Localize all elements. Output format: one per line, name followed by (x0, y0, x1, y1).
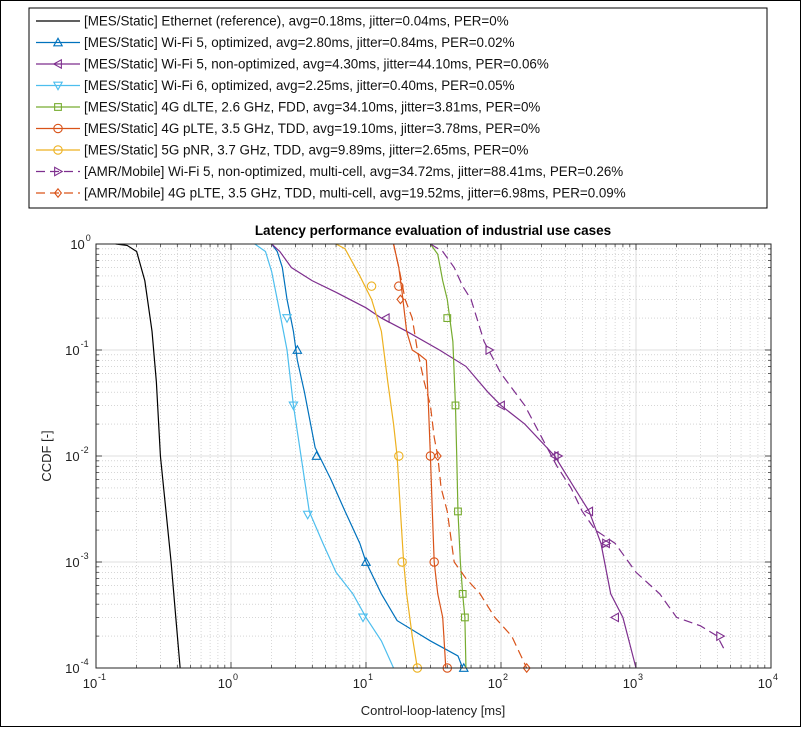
legend-entry: [MES/Static] 4G pLTE, 3.5 GHz, TDD, avg=… (36, 121, 540, 136)
x-tick-exponent: 4 (773, 672, 778, 682)
legend-entry: [MES/Static] Wi-Fi 5, non-optimized, avg… (36, 57, 549, 72)
y-axis-label: CCDF [-] (39, 430, 54, 481)
legend-label: [MES/Static] Wi-Fi 5, non-optimized, avg… (84, 57, 549, 72)
series-line (115, 243, 181, 669)
data-point-marker (460, 613, 469, 622)
series-line (335, 243, 418, 669)
legend: [MES/Static] Ethernet (reference), avg=0… (28, 7, 768, 209)
data-point-marker (288, 401, 299, 411)
data-point-marker (602, 538, 612, 549)
y-tick-exponent: -4 (81, 657, 89, 667)
series-7 (335, 243, 423, 673)
legend-marker (53, 123, 63, 134)
series-line (254, 243, 395, 669)
y-tick-label: 10 (65, 555, 79, 570)
series-5 (429, 243, 469, 669)
data-point-marker (443, 314, 452, 323)
x-axis-label: Control-loop-latency [ms] (361, 703, 506, 718)
data-point-marker (396, 294, 405, 305)
legend-entry: [MES/Static] Wi-Fi 5, optimized, avg=2.8… (36, 35, 515, 50)
series-1 (115, 243, 181, 669)
legend-marker (52, 81, 64, 91)
legend-marker (52, 58, 62, 70)
data-point-marker (495, 400, 505, 411)
data-point-marker (366, 281, 377, 291)
series-line (429, 243, 467, 669)
series-line (430, 243, 725, 650)
legend-entry: [MES/Static] 5G pNR, 3.7 GHz, TDD, avg=9… (36, 143, 529, 158)
x-tick-exponent: 1 (368, 672, 373, 682)
legend-box (28, 7, 768, 209)
data-point-marker (458, 589, 467, 598)
legend-label: [MES/Static] Wi-Fi 5, optimized, avg=2.8… (84, 35, 515, 50)
y-tick-exponent: -2 (81, 445, 89, 455)
y-tick-label: 10 (65, 343, 79, 358)
series-line (271, 243, 637, 669)
data-point-marker (302, 510, 313, 520)
x-tick-label: 10 (758, 676, 772, 691)
x-tick-label: 10 (83, 676, 97, 691)
data-point-marker (360, 556, 372, 566)
x-tick-exponent: 3 (638, 672, 643, 682)
data-point-marker (394, 451, 404, 461)
data-point-marker (380, 312, 390, 324)
data-point-marker (357, 613, 369, 623)
legend-entry: [AMR/Mobile] 4G pLTE, 3.5 GHz, TDD, mult… (36, 186, 626, 201)
legend-marker (52, 37, 64, 47)
legend-entry: [MES/Static] Ethernet (reference), avg=0… (36, 14, 509, 29)
data-point-marker (554, 450, 564, 462)
legend-label: [MES/Static] Wi-Fi 6, optimized, avg=2.2… (84, 78, 515, 93)
legend-label: [MES/Static] Ethernet (reference), avg=0… (84, 14, 509, 29)
legend-entry: [MES/Static] Wi-Fi 6, optimized, avg=2.2… (36, 78, 515, 93)
legend-marker (54, 166, 64, 177)
x-tick-label: 10 (353, 676, 367, 691)
legend-marker (54, 103, 62, 111)
series-line (392, 243, 528, 669)
series-4 (254, 243, 395, 669)
x-tick-label: 10 (488, 676, 502, 691)
x-tick-exponent: -1 (98, 672, 106, 682)
x-tick-label: 10 (218, 676, 232, 691)
legend-label: [AMR/Mobile] Wi-Fi 5, non-optimized, mul… (84, 164, 623, 179)
series-2 (271, 243, 469, 672)
series-8 (430, 243, 726, 650)
y-tick-label: 10 (65, 449, 79, 464)
data-point-marker (281, 314, 293, 324)
legend-label: [MES/Static] 4G dLTE, 2.6 GHz, FDD, avg=… (84, 100, 540, 115)
y-tick-exponent: -1 (81, 339, 89, 349)
chart-title: Latency performance evaluation of indust… (255, 223, 611, 238)
legend-label: [MES/Static] 5G pNR, 3.7 GHz, TDD, avg=9… (84, 143, 529, 158)
legend-marker (53, 187, 63, 199)
data-point-marker (397, 557, 407, 567)
series-line (271, 243, 464, 669)
data-point-marker (716, 630, 726, 642)
legend-entry: [MES/Static] 4G dLTE, 2.6 GHz, FDD, avg=… (36, 100, 540, 115)
data-point-marker (485, 344, 495, 356)
data-point-marker (311, 450, 322, 460)
legend-label: [MES/Static] 4G pLTE, 3.5 GHz, TDD, avg=… (84, 121, 540, 136)
y-tick-label: 10 (70, 237, 84, 252)
legend-marker (53, 145, 63, 155)
x-tick-label: 10 (623, 676, 637, 691)
y-tick-label: 10 (65, 661, 79, 676)
legend-entry: [AMR/Mobile] Wi-Fi 5, non-optimized, mul… (36, 164, 623, 179)
data-point-marker (451, 401, 460, 410)
y-tick-exponent: -3 (81, 551, 89, 561)
y-tick-exponent: 0 (86, 233, 91, 243)
plot-area (95, 243, 772, 674)
x-tick-exponent: 0 (233, 672, 238, 682)
data-point-marker (429, 557, 439, 567)
legend-label: [AMR/Mobile] 4G pLTE, 3.5 GHz, TDD, mult… (84, 186, 626, 201)
data-point-marker (433, 450, 442, 462)
data-point-marker (454, 507, 462, 516)
data-point-marker (522, 662, 531, 674)
data-point-marker (609, 612, 619, 623)
series-9 (392, 243, 531, 674)
data-point-marker (583, 506, 594, 517)
data-point-marker (292, 344, 303, 354)
x-tick-exponent: 2 (503, 672, 508, 682)
